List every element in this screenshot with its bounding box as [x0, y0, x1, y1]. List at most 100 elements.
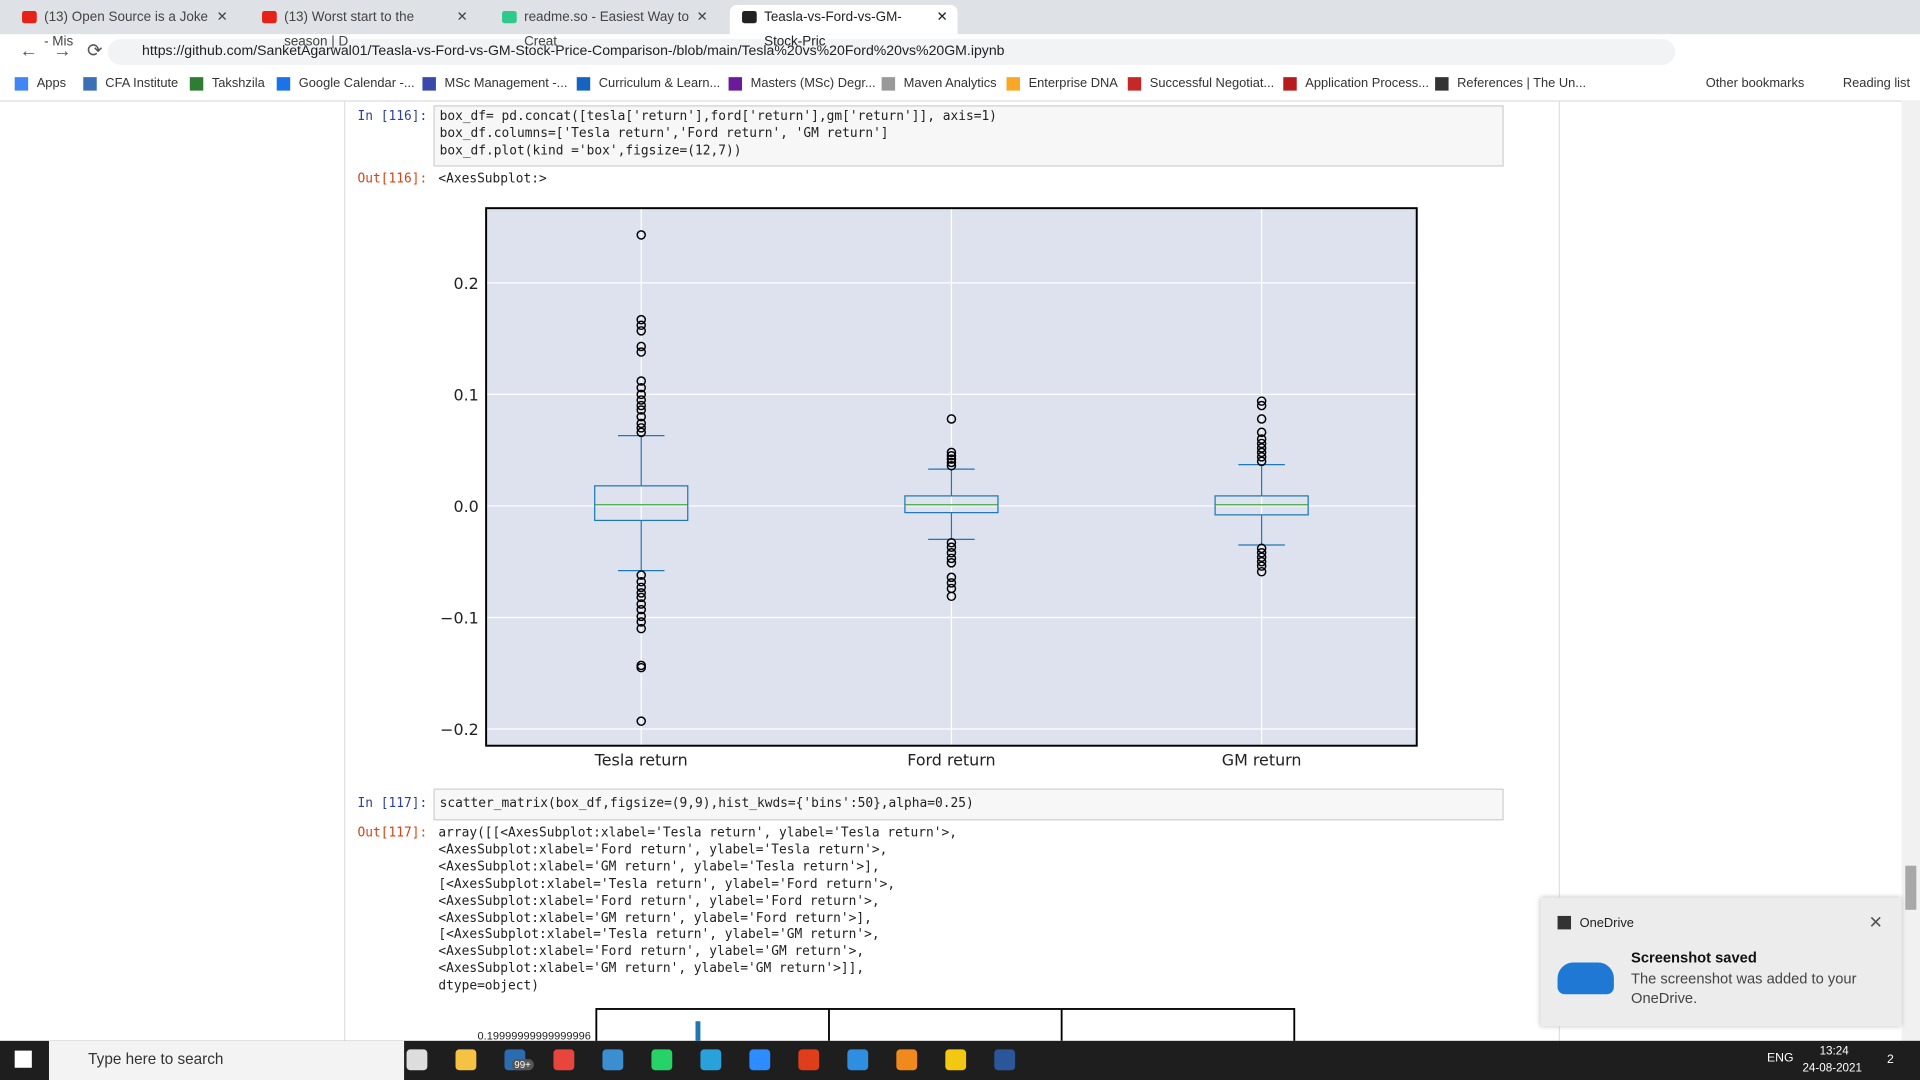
taskbar-icon[interactable]: [455, 1049, 477, 1071]
bookmark[interactable]: Apps: [36, 75, 67, 91]
taskbar-icon[interactable]: [994, 1049, 1016, 1071]
taskbar-icon[interactable]: [651, 1049, 673, 1071]
outlier: [946, 591, 957, 602]
reading-list[interactable]: Reading list: [1842, 75, 1911, 91]
outlier: [636, 599, 647, 609]
bookmark[interactable]: Curriculum & Learn...: [598, 75, 721, 91]
outlier: [946, 457, 957, 468]
tab-icon: [742, 11, 757, 24]
output-line: array([[<AxesSubplot:xlabel='Tesla retur…: [438, 825, 957, 841]
tab-close: ✕: [696, 9, 708, 25]
toast-message: OneDrive.: [1631, 989, 1698, 1007]
outlier: [1256, 427, 1267, 438]
address-bar[interactable]: [107, 39, 1676, 65]
taskbar-icon[interactable]: [406, 1049, 428, 1071]
taskbar-icon[interactable]: [553, 1049, 575, 1071]
bookmark[interactable]: CFA Institute: [105, 75, 179, 91]
taskbar-icon[interactable]: [847, 1049, 869, 1071]
output-line: <AxesSubplot:xlabel='GM return', ylabel=…: [438, 859, 880, 875]
language: ENG: [1766, 1051, 1794, 1066]
bookmark[interactable]: Application Process...: [1305, 75, 1429, 91]
tab[interactable]: readme.so - Easiest Way to Creat ✕: [490, 5, 718, 49]
scrollbar[interactable]: [1901, 100, 1920, 1041]
outlier: [636, 617, 647, 627]
outlier: [946, 572, 957, 583]
code-cell[interactable]: [433, 105, 1504, 167]
scrollbar-thumb[interactable]: [1905, 865, 1917, 910]
bookmark[interactable]: MSc Management -...: [444, 75, 568, 91]
outlier: [946, 447, 957, 458]
bookmark-icon: [1435, 77, 1449, 91]
bookmark-icon: [1127, 77, 1142, 91]
bookmark[interactable]: Google Calendar -...: [298, 75, 415, 91]
code-cell[interactable]: [433, 788, 1504, 821]
taskbar-icon[interactable]: [602, 1049, 624, 1071]
output-line: <AxesSubplot:xlabel='Ford return', ylabe…: [438, 944, 865, 960]
code-line: box_df.plot(kind ='box',figsize=(12,7)): [439, 143, 742, 158]
axes-frame: [595, 1008, 1296, 1041]
bookmark[interactable]: References | The Un...: [1457, 75, 1587, 91]
bookmark[interactable]: Masters (MSc) Degr...: [750, 75, 876, 91]
code-line: box_df.columns=['Tesla return','Ford ret…: [439, 126, 889, 141]
outlier: [636, 326, 647, 336]
axes-frame: [485, 207, 1418, 747]
outlier: [636, 382, 647, 393]
toast[interactable]: [1540, 897, 1902, 1027]
outlier: [636, 592, 647, 603]
outlier: [946, 454, 957, 464]
onedrive-cloud: [1557, 962, 1614, 995]
toast-icon: [1557, 915, 1572, 930]
bookmark-icon: [1006, 77, 1021, 91]
bookmark-icon: [189, 77, 204, 91]
bookmark[interactable]: Takshzila: [211, 75, 265, 91]
box-plot: −0.2 −0.1 0.0 0.1 0.2 Tesla return Ford return…: [440, 207, 1418, 769]
tab-icon: [502, 11, 517, 24]
bookmark[interactable]: Enterprise DNA: [1028, 75, 1118, 91]
url[interactable]: https://github.com/SanketAgarwal01/Teasl…: [142, 44, 1005, 59]
outlier: [1256, 543, 1267, 554]
outlier: [636, 341, 647, 352]
scatter-matrix-partial: [595, 1008, 1296, 1041]
tab[interactable]: (13) Worst start to the season | D ✕: [250, 5, 478, 49]
tab[interactable]: Teasla-vs-Ford-vs-GM-Stock-Pric ✕: [729, 4, 958, 49]
taskbar-icon[interactable]: [945, 1049, 967, 1071]
outlier: [636, 230, 647, 240]
output-line: <AxesSubplot:xlabel='Ford return', ylabe…: [438, 893, 880, 909]
outlier: [946, 542, 957, 552]
outlier: [1256, 548, 1267, 558]
search-text[interactable]: Type here to search: [88, 1050, 224, 1068]
outlier: [1256, 566, 1267, 577]
bookmark[interactable]: Successful Negotiat...: [1149, 75, 1275, 91]
toast-app: OneDrive: [1579, 915, 1634, 931]
output-line: [<AxesSubplot:xlabel='Tesla return', yla…: [438, 927, 880, 943]
outlier: [1256, 400, 1267, 411]
tab-icon: [262, 11, 277, 24]
clock-time: 13:24: [1819, 1044, 1849, 1058]
taskbar-icon[interactable]: [700, 1049, 722, 1071]
outlier: [946, 548, 957, 558]
taskbar-icon[interactable]: [749, 1049, 771, 1071]
tab[interactable]: (13) Open Source is a Joke - Mis ✕: [10, 5, 238, 49]
output-line: dtype=object): [438, 978, 540, 994]
outlier: [636, 611, 647, 622]
bookmark-icon: [576, 77, 591, 91]
taskbar-icon[interactable]: [896, 1049, 918, 1071]
outlier: [636, 588, 647, 598]
search-box[interactable]: [48, 1040, 405, 1080]
notification-count[interactable]: 2: [1886, 1053, 1894, 1067]
outlier: [636, 604, 647, 615]
hist-bar: [695, 1021, 701, 1041]
outlier: [636, 411, 647, 422]
in-prompt: In [116]:: [357, 108, 428, 124]
output-line: [<AxesSubplot:xlabel='Tesla return', yla…: [438, 876, 896, 892]
tab-title: Teasla-vs-Ford-vs-GM-Stock-Pric: [764, 9, 902, 49]
start-button[interactable]: [14, 1050, 32, 1068]
bookmark[interactable]: Maven Analytics: [903, 75, 997, 91]
nav-buttons[interactable]: ← → ⟳: [19, 40, 103, 62]
toast-close[interactable]: ✕: [1868, 912, 1883, 932]
outlier: [1256, 456, 1267, 467]
outlier: [636, 405, 647, 415]
taskbar-icon[interactable]: [798, 1049, 820, 1071]
outlier: [946, 537, 957, 548]
bookmark-folder[interactable]: Other bookmarks: [1705, 75, 1805, 91]
